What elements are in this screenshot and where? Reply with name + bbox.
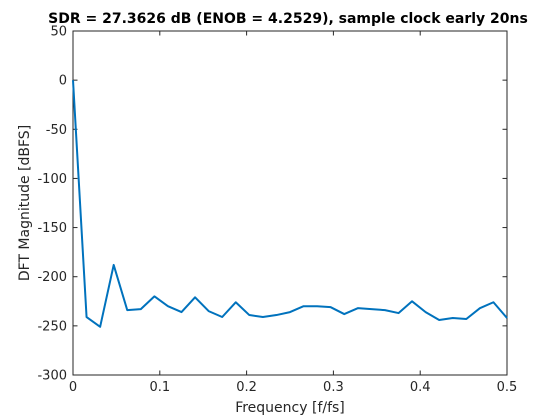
- data-point: [438, 319, 440, 321]
- y-tick-label: -250: [37, 319, 67, 334]
- y-tick-label: -200: [37, 270, 67, 285]
- data-point: [506, 317, 508, 319]
- y-tick-label: -150: [37, 221, 67, 236]
- y-tick-label: -100: [37, 172, 67, 187]
- data-point: [289, 311, 291, 313]
- data-point: [221, 316, 223, 318]
- data-point: [113, 264, 115, 266]
- data-point: [479, 307, 481, 309]
- x-tick-label: 0.4: [410, 380, 431, 395]
- chart-title: SDR = 27.3626 dB (ENOB = 4.2529), sample…: [48, 11, 528, 27]
- data-point: [154, 296, 156, 298]
- data-point: [452, 317, 454, 319]
- data-point: [167, 305, 169, 307]
- x-tick-label: 0.3: [323, 380, 344, 395]
- data-point: [330, 306, 332, 308]
- x-tick-label: 0.1: [149, 380, 170, 395]
- axis-tick-labels: 0 0.1 0.2 0.3 0.4 0.5 -300 -250 -200 -150 -100 -50 0…: [37, 25, 517, 396]
- data-point: [140, 308, 142, 310]
- plot-area: [72, 30, 508, 376]
- x-tick-label: 0.2: [236, 380, 257, 395]
- data-point: [126, 309, 128, 311]
- data-point: [249, 314, 251, 316]
- data-point: [425, 311, 427, 313]
- x-tick-label: 0: [69, 380, 77, 395]
- y-tick-label: 0: [59, 74, 67, 89]
- data-point: [235, 301, 237, 303]
- data-point: [398, 312, 400, 314]
- y-tick-label: 50: [50, 25, 67, 40]
- y-tick-label: -300: [37, 369, 67, 384]
- data-point: [72, 79, 74, 81]
- data-point: [466, 318, 468, 320]
- data-point: [208, 310, 210, 312]
- data-point: [181, 311, 183, 313]
- data-point: [316, 305, 318, 307]
- data-point: [276, 314, 278, 316]
- series-line: [72, 80, 508, 328]
- data-point: [357, 307, 359, 309]
- data-point: [86, 316, 88, 318]
- data-point: [303, 305, 305, 307]
- data-point: [411, 300, 413, 302]
- data-point: [99, 326, 101, 328]
- y-tick-label: -50: [46, 123, 67, 138]
- x-axis-label: Frequency [f/fs]: [235, 400, 345, 416]
- data-point: [262, 316, 264, 318]
- x-tick-label: 0.5: [497, 380, 518, 395]
- data-point: [371, 308, 373, 310]
- data-point: [493, 301, 495, 303]
- data-point: [194, 297, 196, 299]
- y-axis-label: DFT Magnitude [dBFS]: [17, 125, 33, 281]
- data-point: [384, 309, 386, 311]
- data-point: [343, 313, 345, 315]
